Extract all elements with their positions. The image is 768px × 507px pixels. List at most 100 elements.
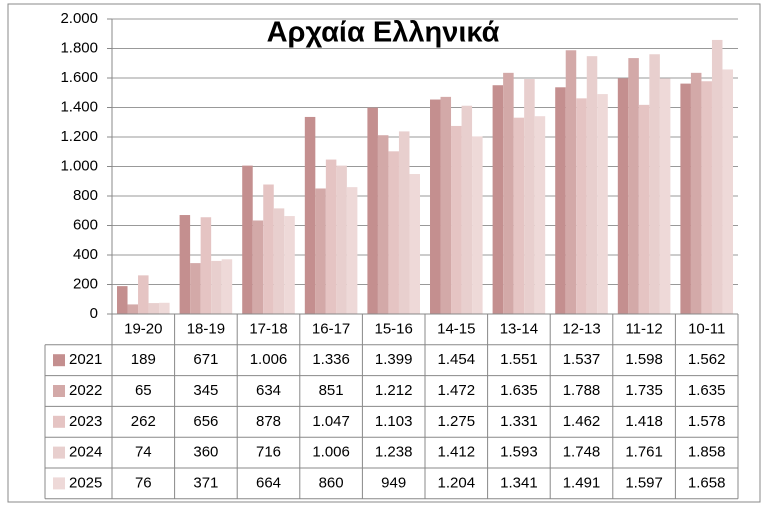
bar bbox=[565, 50, 577, 315]
legend-swatch bbox=[53, 385, 65, 397]
table-cell: 664 bbox=[256, 474, 281, 491]
bar bbox=[336, 165, 347, 314]
bar bbox=[503, 72, 514, 315]
table-cell: 949 bbox=[381, 474, 406, 491]
table-cell: 656 bbox=[193, 413, 218, 430]
bar bbox=[576, 98, 587, 314]
bar bbox=[586, 56, 598, 315]
bar bbox=[273, 208, 285, 314]
table-cell: 860 bbox=[319, 474, 344, 491]
legend-swatch bbox=[53, 354, 65, 367]
table-cell: 1.454 bbox=[438, 351, 476, 368]
bar bbox=[524, 79, 535, 314]
legend-swatch bbox=[53, 415, 65, 428]
table-cell: 1.047 bbox=[312, 413, 350, 430]
bar bbox=[190, 263, 201, 314]
table-cell: 262 bbox=[131, 413, 156, 430]
bar bbox=[377, 135, 389, 314]
chart-title: Αρχαία Ελληνικά bbox=[267, 17, 500, 49]
bar bbox=[242, 165, 253, 314]
bar bbox=[284, 216, 295, 314]
legend-label: 2021 bbox=[69, 351, 102, 368]
bar bbox=[148, 303, 160, 314]
table-cell: 1.635 bbox=[688, 382, 726, 399]
table-cell: 878 bbox=[256, 413, 281, 430]
bar bbox=[304, 116, 316, 314]
bar bbox=[127, 304, 139, 314]
table-cell: 1.412 bbox=[438, 444, 476, 461]
legend-swatch bbox=[53, 446, 65, 459]
bar bbox=[409, 174, 420, 314]
x-tick-label: 18-19 bbox=[187, 320, 225, 337]
bar bbox=[138, 275, 149, 314]
table-cell: 1.658 bbox=[688, 474, 726, 491]
table-cell: 634 bbox=[256, 382, 281, 399]
x-tick-label: 19-20 bbox=[124, 320, 162, 337]
table-cell: 1.735 bbox=[625, 382, 663, 399]
bar bbox=[492, 85, 504, 314]
table-cell: 1.597 bbox=[625, 474, 663, 491]
table-cell: 1.399 bbox=[375, 351, 413, 368]
bar bbox=[398, 131, 410, 314]
table-cell: 1.788 bbox=[563, 382, 601, 399]
bar bbox=[430, 99, 441, 314]
bar bbox=[159, 302, 170, 314]
table-cell: 1.748 bbox=[563, 444, 601, 461]
table-cell: 1.331 bbox=[500, 413, 538, 430]
bar bbox=[200, 217, 212, 314]
bar bbox=[461, 105, 473, 314]
chart-border bbox=[7, 3, 761, 503]
table-cell: 1.593 bbox=[500, 444, 538, 461]
bar bbox=[513, 117, 525, 315]
x-tick-label: 15-16 bbox=[375, 320, 413, 337]
bar bbox=[211, 260, 222, 314]
y-tick-label: 2.000 bbox=[60, 10, 98, 27]
bar bbox=[179, 215, 191, 314]
bar bbox=[451, 125, 462, 314]
y-tick-label: 400 bbox=[73, 246, 98, 263]
bar bbox=[534, 116, 546, 314]
bar bbox=[649, 54, 660, 314]
table-cell: 1.635 bbox=[500, 382, 538, 399]
table-cell: 1.462 bbox=[563, 413, 601, 430]
bar bbox=[221, 259, 233, 314]
x-tick-label: 16-17 bbox=[312, 320, 350, 337]
table-cell: 65 bbox=[135, 382, 152, 399]
table-cell: 1.341 bbox=[500, 474, 538, 491]
table-cell: 1.238 bbox=[375, 444, 413, 461]
table-cell: 1.275 bbox=[438, 413, 476, 430]
table-cell: 1.006 bbox=[312, 444, 350, 461]
bar bbox=[346, 187, 358, 314]
table-cell: 1.598 bbox=[625, 351, 663, 368]
legend-swatch bbox=[53, 477, 65, 490]
bar bbox=[388, 151, 399, 314]
table-cell: 189 bbox=[131, 351, 156, 368]
bar bbox=[617, 78, 629, 314]
y-tick-label: 1.800 bbox=[60, 39, 98, 56]
y-tick-label: 1.000 bbox=[60, 157, 98, 174]
bar bbox=[711, 39, 723, 314]
table-cell: 1.537 bbox=[563, 351, 601, 368]
y-tick-label: 1.400 bbox=[60, 98, 98, 115]
legend-label: 2022 bbox=[69, 382, 102, 399]
y-tick-label: 1.200 bbox=[60, 128, 98, 145]
table-cell: 1.761 bbox=[625, 444, 663, 461]
bar bbox=[628, 58, 639, 315]
legend-label: 2023 bbox=[69, 413, 102, 430]
table-cell: 1.336 bbox=[312, 351, 350, 368]
y-tick-label: 200 bbox=[73, 275, 98, 292]
legend-label: 2024 bbox=[69, 444, 102, 461]
table-cell: 1.006 bbox=[250, 351, 288, 368]
bar bbox=[690, 72, 702, 315]
bar bbox=[367, 107, 378, 315]
bar bbox=[701, 81, 712, 315]
bar bbox=[680, 83, 691, 314]
table-cell: 1.858 bbox=[688, 444, 726, 461]
y-tick-label: 0 bbox=[90, 305, 98, 322]
table-cell: 1.578 bbox=[688, 413, 726, 430]
table-cell: 76 bbox=[135, 474, 152, 491]
table-cell: 74 bbox=[135, 444, 152, 461]
table-cell: 345 bbox=[193, 382, 218, 399]
table-cell: 360 bbox=[193, 444, 218, 461]
table-cell: 716 bbox=[256, 444, 281, 461]
